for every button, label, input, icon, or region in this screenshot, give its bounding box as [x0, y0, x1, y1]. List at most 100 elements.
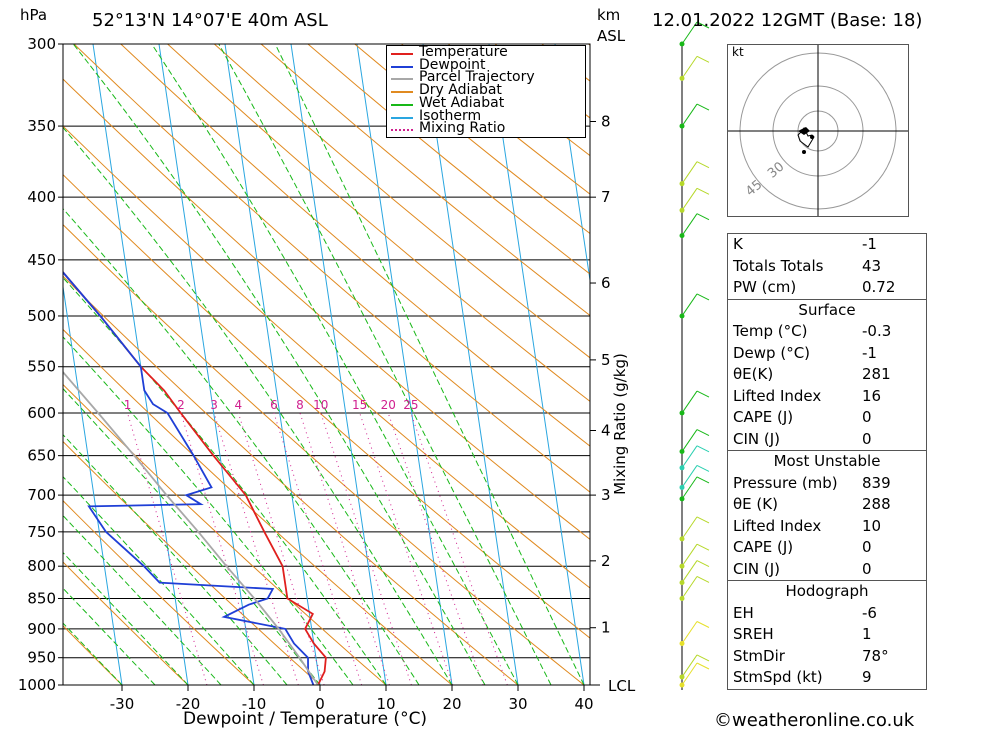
hodograph-stats-box: Hodograph EH -6 SREH 1 StmDir 78° StmSpd (kt) 9: [727, 580, 927, 690]
wet-adiabat-line: [63, 336, 354, 685]
wind-barb-flag: [696, 543, 710, 551]
wind-barb-shaft: [681, 576, 698, 599]
km-tick-label: 4: [601, 421, 611, 439]
km-tick-label: 3: [601, 486, 611, 504]
mixing-ratio-line: [180, 412, 264, 685]
wet-adiabat-line: [63, 126, 453, 685]
index-label: PW (cm): [733, 278, 797, 296]
km-tick-label: 5: [601, 351, 611, 369]
surface-label: Temp (°C): [733, 322, 808, 340]
surface-value: -1: [862, 343, 877, 362]
most-unstable-label: Pressure (mb): [733, 473, 838, 492]
indices-box: K -1 Totals Totals 43 PW (cm) 0.72: [727, 233, 927, 299]
pressure-tick-label: 700: [27, 486, 56, 504]
legend-label: Mixing Ratio: [419, 120, 506, 137]
wind-barb-shaft: [681, 560, 698, 583]
wet-adiabat-line: [63, 387, 321, 685]
pressure-tick-label: 800: [27, 557, 56, 575]
wind-barb-flag: [696, 187, 710, 195]
most-unstable-box: Most Unstable Pressure (mb) 839 θE (K) 288 L…: [727, 450, 927, 580]
legend-label: Isotherm: [419, 107, 482, 124]
index-row: PW (cm) 0.72: [728, 277, 926, 299]
mixing-ratio-tick-label: 3: [210, 398, 218, 412]
wind-barb-shaft: [681, 213, 698, 236]
surface-title: Surface: [798, 300, 856, 319]
wind-barb-flag: [696, 576, 710, 583]
wind-barb-shaft: [681, 429, 698, 452]
surface-row: CAPE (J) 0: [728, 407, 926, 429]
km-unit: km: [597, 6, 621, 24]
legend-item: Parcel Trajectory: [387, 70, 583, 85]
dry-adiabat-line: [63, 125, 590, 589]
hodograph-svg: [728, 45, 908, 216]
most-unstable-value: 288: [862, 495, 891, 513]
wind-barb-shaft: [681, 293, 698, 317]
dry-adiabat-line: [307, 44, 590, 275]
km-tick-label: 1: [601, 619, 611, 637]
legend-swatch: [391, 129, 413, 132]
pressure-tick-label: 550: [27, 358, 56, 376]
mixing-ratio-line: [320, 412, 412, 685]
sounding-lines: [63, 270, 327, 685]
mixing-ratio-tick-label: 1: [124, 398, 132, 412]
surface-row: Lifted Index 16: [728, 386, 926, 408]
index-row: Totals Totals 43: [728, 256, 926, 278]
index-value: 43: [862, 256, 882, 275]
legend-label: Dry Adiabat: [419, 82, 502, 99]
temperature-line: [63, 270, 327, 685]
most-unstable-row: Lifted Index 10: [728, 516, 926, 538]
wet-adiabat-line: [274, 44, 585, 685]
mixing-ratio-line: [410, 412, 508, 685]
surface-box: Surface Temp (°C) -0.3 Dewp (°C) -1 θE(K) 281…: [727, 298, 927, 450]
hodo-marker-3: [810, 135, 814, 139]
pressure-tick-label: 300: [27, 35, 56, 53]
hodo-stat-value: 78°: [862, 646, 889, 665]
pressure-tick-label: 750: [27, 523, 56, 541]
wind-barb-shaft: [681, 465, 698, 488]
pressure-tick-label: 650: [27, 447, 56, 465]
copyright-link[interactable]: ©weatheronline.co.uk: [714, 710, 915, 731]
wind-barb-shaft: [681, 56, 698, 79]
pressure-tick-label: 950: [27, 649, 56, 667]
wind-barb-flag: [696, 429, 710, 436]
axis-ticks: 3003504004505005506006507007508008509009…: [18, 35, 611, 713]
wind-barb-flag: [696, 21, 710, 29]
temp-tick-label: -20: [176, 695, 201, 713]
dry-adiabat-line: [73, 44, 590, 493]
isotherm-line: [224, 44, 321, 685]
temp-tick-label: -30: [110, 695, 135, 713]
km-tick-label: 7: [601, 188, 611, 206]
surface-value: 0: [862, 429, 872, 448]
km-tick-label: 8: [601, 112, 611, 130]
dry-adiabat-line: [120, 44, 590, 447]
dry-adiabat-line: [167, 44, 590, 403]
temp-tick-label: 10: [376, 695, 395, 713]
most-unstable-row: θE (K) 288: [728, 494, 926, 516]
dry-adiabat-line: [63, 625, 123, 685]
wet-adiabat-line: [72, 44, 486, 685]
wind-barb-flag: [696, 293, 710, 301]
most-unstable-value: 839: [862, 473, 891, 492]
surface-value: 16: [862, 386, 882, 405]
index-label: K: [733, 235, 743, 253]
mixing-ratio-tick-label: 10: [313, 398, 328, 412]
isotherm-line: [158, 44, 255, 685]
dry-adiabat-line: [260, 44, 590, 317]
mixing-ratio-line: [237, 412, 325, 685]
hodo-stat-row: EH -6: [728, 603, 926, 625]
legend-item: Temperature: [387, 45, 583, 60]
pressure-tick-label: 900: [27, 620, 56, 638]
temp-tick-label: -10: [242, 695, 267, 713]
surface-label: CIN (J): [733, 429, 781, 448]
plot-frame: [62, 43, 591, 686]
legend-swatch: [391, 103, 413, 106]
mixing-ratio-line: [273, 412, 363, 685]
mixing-ratio-line: [299, 412, 390, 685]
wind-barb-shaft: [681, 654, 698, 678]
temp-tick-label: 40: [574, 695, 593, 713]
hodo-stat-row: StmDir 78°: [728, 646, 926, 668]
wet-adiabat-line: [63, 551, 189, 685]
dry-adiabat-line: [63, 500, 255, 685]
wind-barb-shaft: [681, 390, 698, 414]
